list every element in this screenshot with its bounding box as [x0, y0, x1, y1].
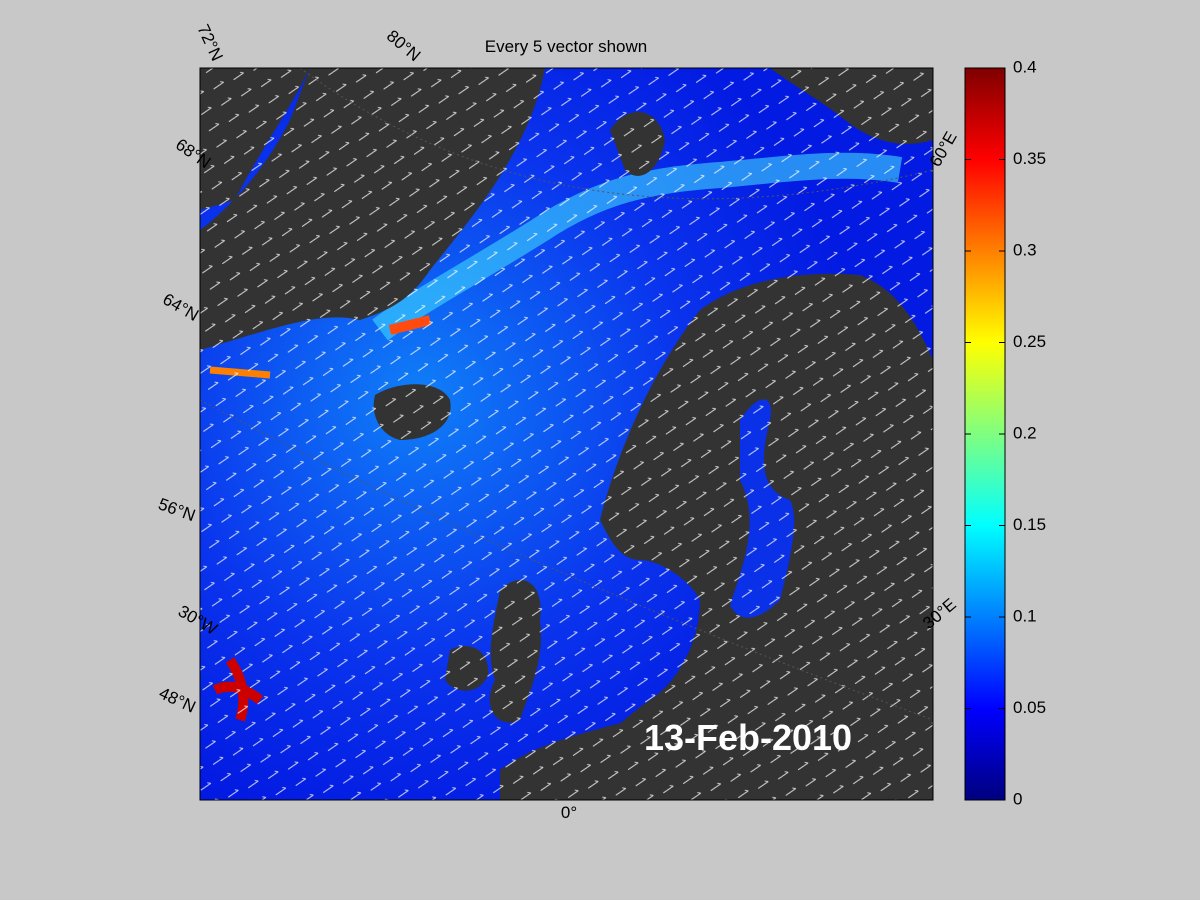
colorbar-tick-label: 0.1 [1013, 606, 1037, 625]
graticule-label: 48°N [156, 683, 198, 716]
colorbar-tick-label: 0 [1013, 789, 1022, 808]
date-label: 13-Feb-2010 [644, 717, 852, 758]
current-vectors [200, 68, 933, 800]
colorbar-tick-label: 0.05 [1013, 698, 1046, 717]
title: Every 5 vector shown [485, 37, 648, 56]
colorbar-tick-label: 0.25 [1013, 332, 1046, 351]
colorbar-tick-label: 0.4 [1013, 57, 1037, 76]
map-frame [199, 67, 934, 801]
graticule-label: 80°N [383, 26, 424, 65]
graticule-label: 56°N [156, 494, 198, 525]
colorbar-tick-label: 0.3 [1013, 240, 1037, 259]
colorbar-tick-label: 0.2 [1013, 423, 1037, 442]
colorbar-tick-label: 0.35 [1013, 149, 1046, 168]
colorbar-tick-label: 0.15 [1013, 515, 1046, 534]
graticule-label: 0° [561, 803, 577, 822]
graticule-label: 72°N [193, 21, 226, 63]
graticule [200, 68, 933, 721]
map [200, 68, 933, 800]
colorbar-ticks: 0 0.05 0.1 0.15 0.2 0.25 0.3 0.35 0.4 [965, 57, 1046, 808]
graticule-label: 64°N [160, 290, 202, 325]
